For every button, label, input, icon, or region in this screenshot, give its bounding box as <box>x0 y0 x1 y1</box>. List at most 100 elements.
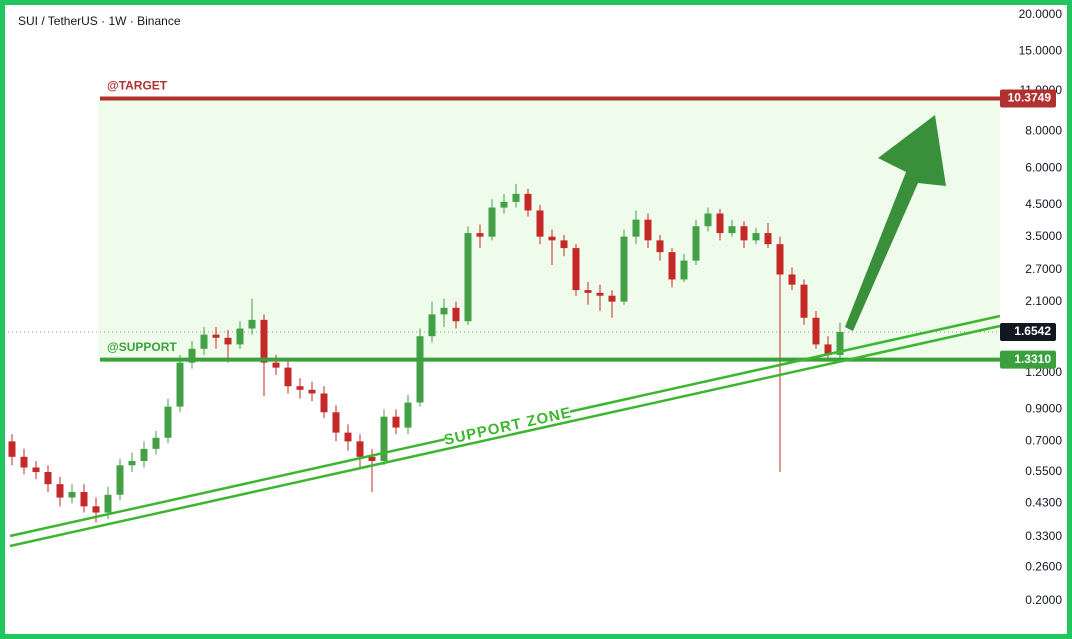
y-tick-label: 2.7000 <box>1025 262 1062 276</box>
candle-body <box>284 367 292 387</box>
price-badge <box>1000 322 1056 341</box>
candle-body <box>644 219 652 241</box>
candle-body <box>344 432 352 442</box>
candle-body <box>464 233 472 322</box>
candle-body <box>392 416 400 428</box>
candle-body <box>8 441 16 457</box>
candle-body <box>440 307 448 315</box>
candle-body <box>560 240 568 249</box>
candle-body <box>44 472 52 485</box>
candle-body <box>140 448 148 461</box>
y-tick-label: 0.7000 <box>1025 434 1062 448</box>
candle-body <box>488 207 496 237</box>
y-tick-label: 8.0000 <box>1025 124 1062 138</box>
candle-body <box>788 274 796 285</box>
y-tick-label: 0.9000 <box>1025 402 1062 416</box>
candle-body <box>368 456 376 461</box>
arrow <box>845 115 946 331</box>
candle-body <box>20 456 28 468</box>
candle-body <box>572 248 580 291</box>
axis-layer: 20.000015.000011.00008.00006.00004.50003… <box>1000 7 1062 607</box>
candle-body <box>356 441 364 457</box>
candle-body <box>92 506 100 513</box>
candle-body <box>824 344 832 356</box>
candle-body <box>680 260 688 280</box>
y-tick-label: 15.0000 <box>1019 44 1063 58</box>
y-tick-label: 0.2000 <box>1025 593 1062 607</box>
candle-body <box>728 226 736 234</box>
candle-body <box>104 494 112 513</box>
candle-body <box>776 244 784 275</box>
candle-body <box>80 492 88 507</box>
level-name: @TARGET <box>107 79 168 93</box>
candle-body <box>164 406 172 438</box>
candle-body <box>716 213 724 234</box>
chart-title: SUI / TetherUS · 1W · Binance <box>18 14 181 28</box>
candle-body <box>596 292 604 296</box>
candle-body <box>416 336 424 403</box>
candle-body <box>668 252 676 280</box>
candle-body <box>68 492 76 498</box>
candle-body <box>812 317 820 345</box>
level-name: @SUPPORT <box>107 340 177 354</box>
candle-body <box>188 348 196 363</box>
y-tick-label: 0.3300 <box>1025 529 1062 543</box>
candle-body <box>584 290 592 293</box>
candle-body <box>380 416 388 461</box>
candle-body <box>116 465 124 495</box>
candle-body <box>632 219 640 237</box>
candle-body <box>536 210 544 237</box>
candle-body <box>656 240 664 253</box>
y-tick-label: 2.1000 <box>1025 294 1062 308</box>
candle-body <box>476 233 484 237</box>
candle-body <box>800 284 808 318</box>
candle-body <box>308 389 316 394</box>
candle-body <box>212 334 220 338</box>
price-badge-label: 1.6542 <box>1014 324 1051 338</box>
candle-body <box>764 233 772 245</box>
y-tick-label: 0.5500 <box>1025 464 1062 478</box>
candle-body <box>452 307 460 322</box>
price-badge-label: 1.3310 <box>1014 352 1051 366</box>
y-tick-label: 3.5000 <box>1025 229 1062 243</box>
candle-body <box>260 319 268 363</box>
candle-body <box>512 193 520 202</box>
candle-body <box>524 193 532 211</box>
candle-body <box>248 319 256 329</box>
candle-body <box>128 460 136 466</box>
trend-line <box>9 438 446 538</box>
y-tick-label: 0.2600 <box>1025 560 1062 574</box>
candle-body <box>548 236 556 241</box>
candle-body <box>296 386 304 390</box>
candle-body <box>428 314 436 337</box>
candle-body <box>224 337 232 345</box>
candle-body <box>836 331 844 356</box>
price-badge <box>1000 350 1056 369</box>
candle-body <box>500 201 508 208</box>
candle-body <box>152 437 160 449</box>
candle-body <box>752 233 760 241</box>
candle-body <box>740 226 748 241</box>
candle-body <box>332 412 340 433</box>
candle-body <box>608 295 616 302</box>
price-badge <box>1000 89 1056 108</box>
candle-body <box>404 402 412 428</box>
y-tick-label: 0.4300 <box>1025 496 1062 510</box>
trend-line <box>569 314 1001 413</box>
target-zone <box>98 98 1000 360</box>
candle-body <box>236 328 244 345</box>
candle-body <box>704 213 712 227</box>
y-tick-label: 20.0000 <box>1019 7 1063 21</box>
candle-body <box>56 484 64 498</box>
candle-body <box>692 226 700 261</box>
candle-body <box>620 236 628 302</box>
candle-body <box>272 362 280 368</box>
candle-body <box>176 362 184 407</box>
y-tick-label: 6.0000 <box>1025 160 1062 174</box>
price-badge-label: 10.3749 <box>1008 91 1052 105</box>
trend-line <box>9 324 1001 548</box>
y-tick-label: 4.5000 <box>1025 197 1062 211</box>
